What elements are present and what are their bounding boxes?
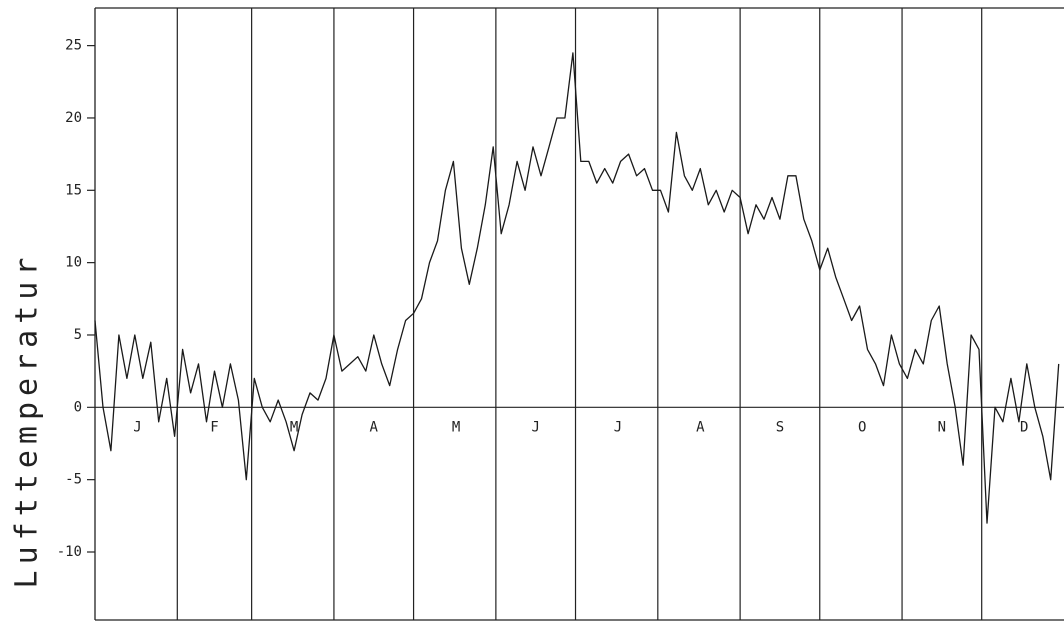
x-tick-label: N xyxy=(938,419,946,435)
x-tick-label: A xyxy=(696,419,705,435)
y-tick-label: -10 xyxy=(57,544,82,560)
x-tick-label: A xyxy=(370,419,379,435)
x-tick-label: J xyxy=(614,419,622,435)
y-tick-label: 15 xyxy=(65,182,82,198)
y-axis-label: Lufttemperatur xyxy=(10,252,45,589)
x-tick-label: S xyxy=(776,419,784,435)
temperature-line xyxy=(94,52,1060,524)
y-tick-label: 10 xyxy=(65,255,82,271)
x-tick-label: O xyxy=(858,419,866,435)
y-tick-label: 5 xyxy=(74,327,82,343)
y-tick-label: -5 xyxy=(65,472,82,488)
x-tick-label: M xyxy=(290,419,298,435)
x-tick-label: M xyxy=(452,419,460,435)
x-tick-label: F xyxy=(210,419,218,435)
y-tick-label: 20 xyxy=(65,110,82,126)
y-tick-label: 25 xyxy=(65,38,82,54)
x-tick-label: J xyxy=(531,419,539,435)
x-tick-label: D xyxy=(1020,419,1028,435)
y-tick-label: 0 xyxy=(74,399,82,415)
x-tick-label: J xyxy=(133,419,141,435)
